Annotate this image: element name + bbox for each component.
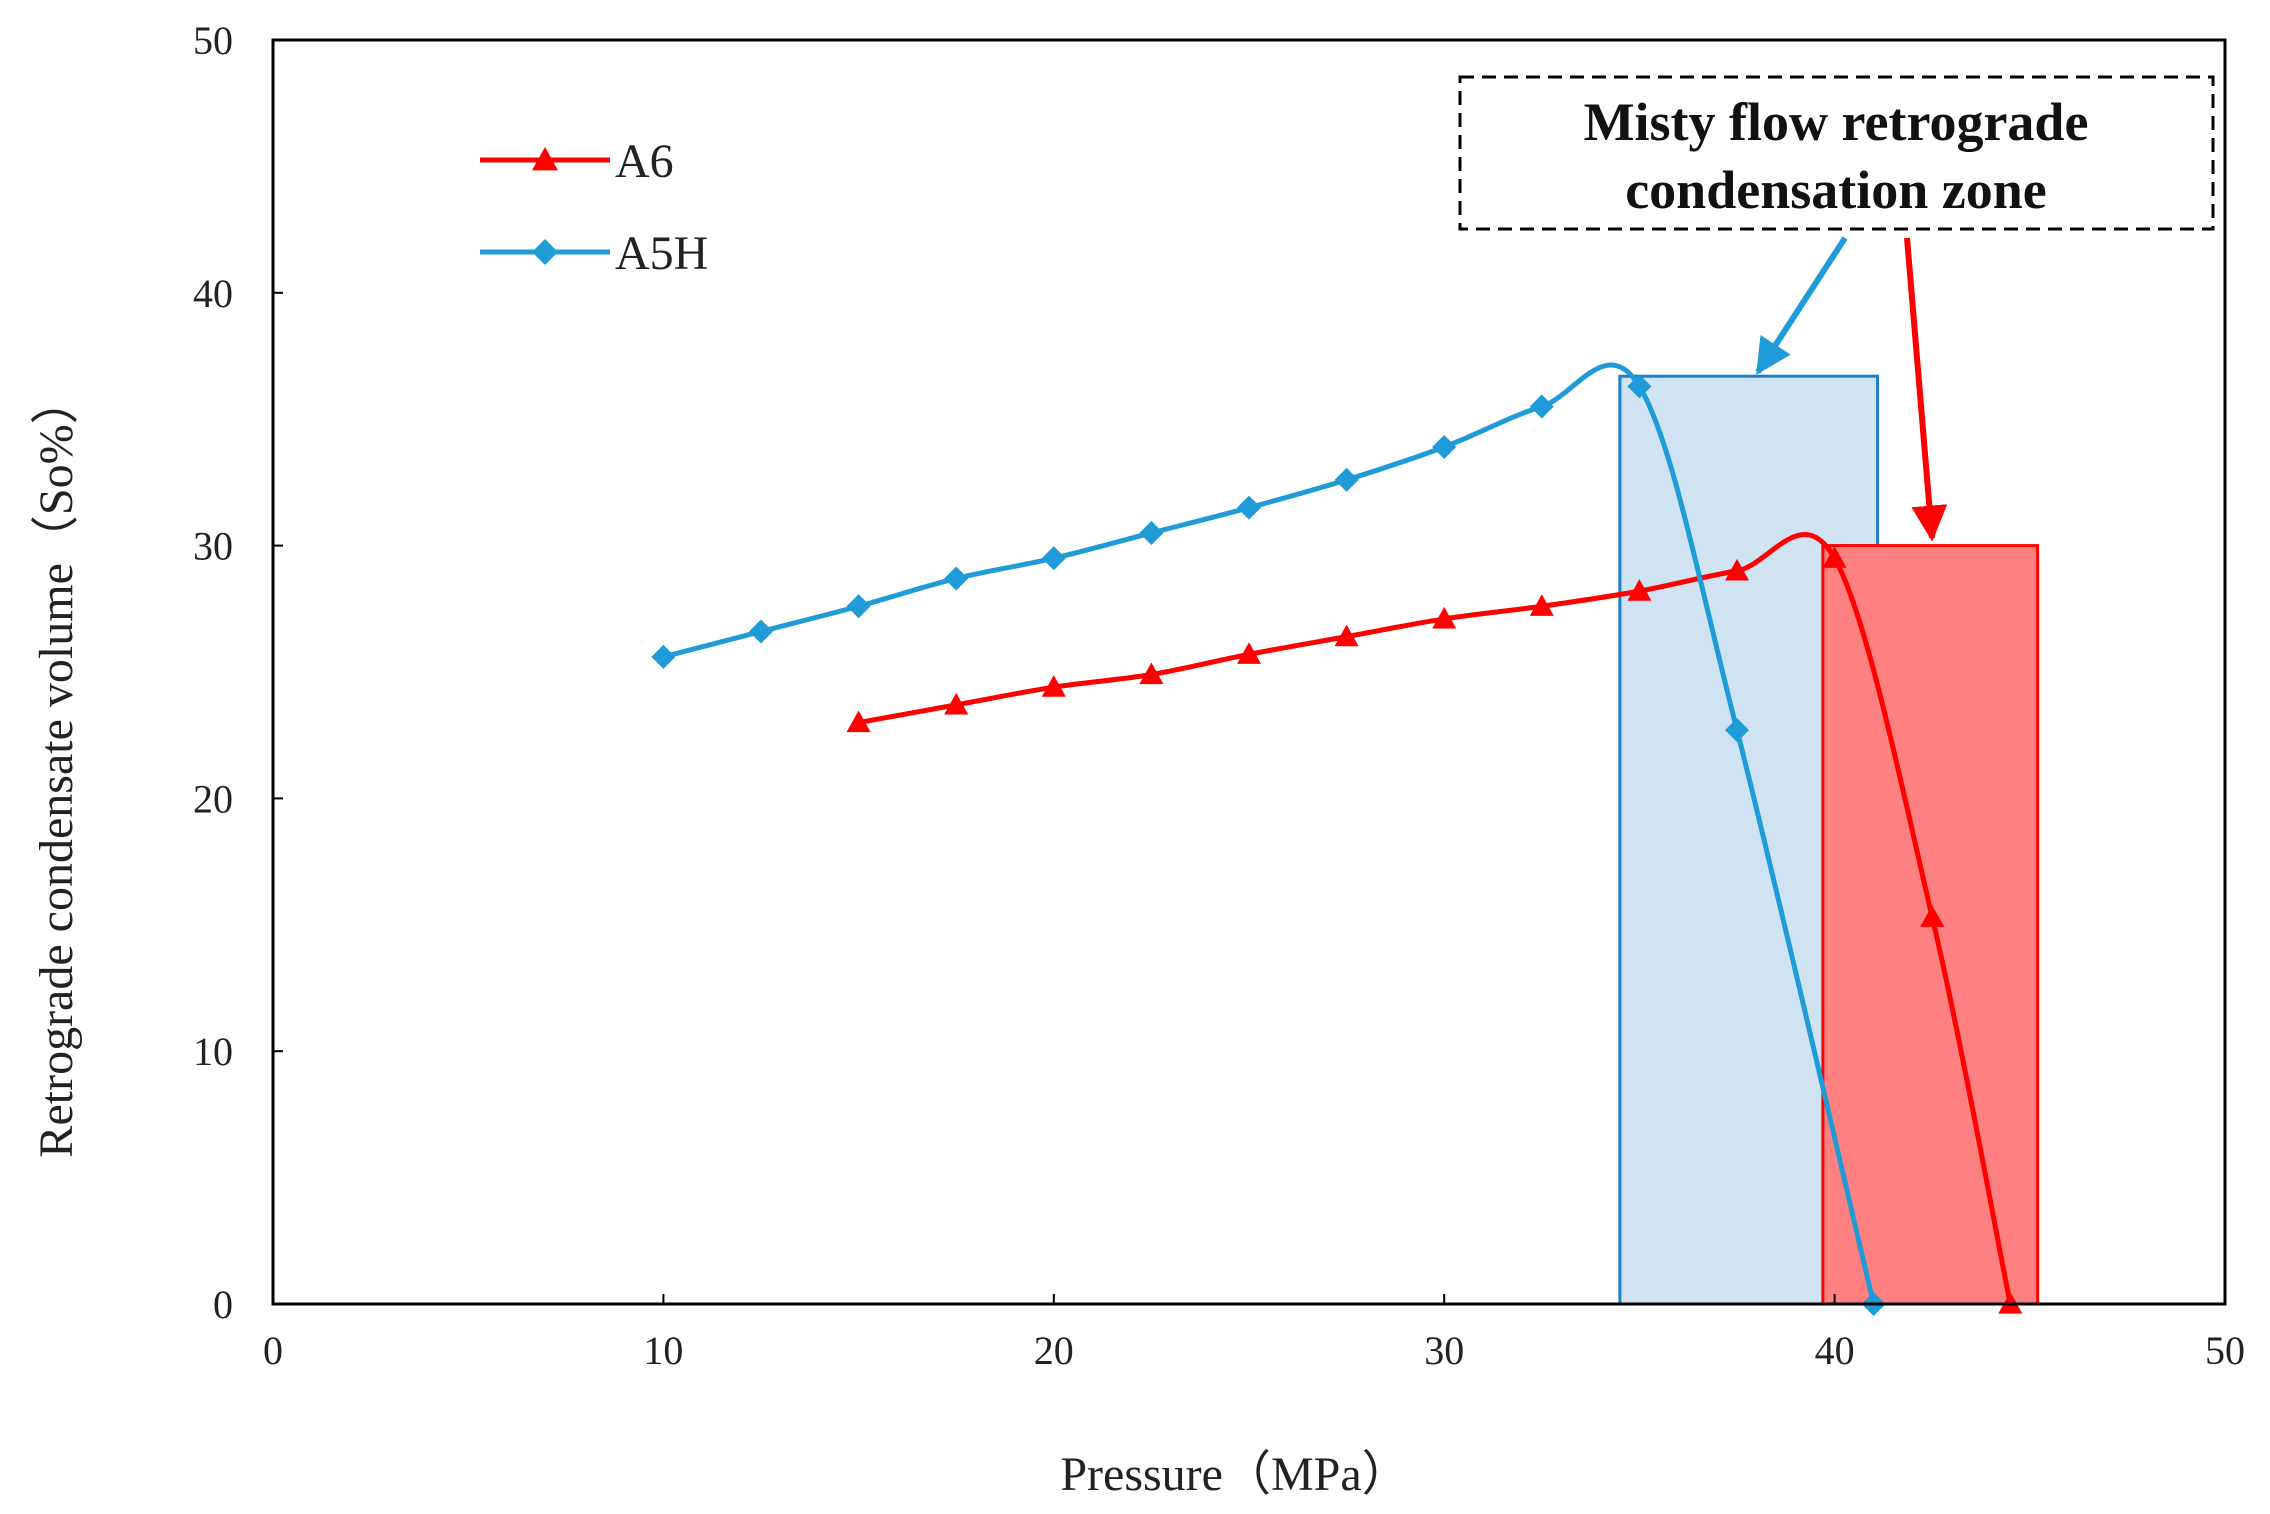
- point-A6: [1920, 905, 1945, 927]
- point-A5H: [1334, 467, 1359, 492]
- point-A5H: [1139, 520, 1164, 545]
- annotation-arrow-red: [1904, 237, 1948, 542]
- legend-label-A6: A6: [615, 135, 674, 188]
- x-axis-label: Pressure（MPa）: [1060, 1448, 1409, 1501]
- annotation: Misty flow retrograde condensation zone: [1458, 75, 2215, 542]
- y-tick-label: 0: [213, 1282, 233, 1327]
- point-A6: [1432, 606, 1457, 629]
- point-A6: [846, 710, 871, 733]
- point-A5H: [651, 644, 676, 669]
- x-tick-label: 30: [1424, 1328, 1464, 1373]
- x-axis-ticks: 0 10 20 30 40 50: [263, 1294, 2245, 1373]
- x-tick-label: 0: [263, 1328, 283, 1373]
- y-tick-label: 30: [193, 524, 233, 569]
- point-A5H: [1627, 374, 1652, 399]
- y-tick-label: 10: [193, 1029, 233, 1074]
- point-A6: [1627, 579, 1652, 601]
- point-A5H: [1041, 546, 1066, 571]
- legend-marker-A6: [532, 147, 558, 171]
- plot-frame: [271, 38, 2227, 1306]
- y-tick-label: 40: [193, 271, 233, 316]
- annotation-box: [1458, 75, 2215, 231]
- y-tick-label: 20: [193, 776, 233, 821]
- annotation-arrow-blue: [1755, 236, 1848, 376]
- x-tick-label: 10: [643, 1328, 683, 1373]
- legend-marker-A5H: [532, 239, 558, 265]
- point-A6: [1725, 558, 1749, 581]
- zone-regions: [1618, 374, 2040, 1306]
- point-A5H: [944, 566, 969, 591]
- x-tick-label: 50: [2205, 1328, 2245, 1373]
- series-layer: [651, 362, 2023, 1316]
- point-A5H: [1725, 718, 1749, 743]
- legend-label-A5H: A5H: [615, 227, 708, 280]
- point-A6: [944, 692, 969, 715]
- point-A5H: [1529, 394, 1554, 419]
- annotation-line-2: condensation zone: [1625, 160, 2047, 220]
- y-axis-label: Retrograde condensate volume（So%）: [30, 376, 83, 1157]
- annotation-line-1: Misty flow retrograde: [1584, 92, 2089, 152]
- x-tick-label: 40: [1815, 1328, 1855, 1373]
- point-A5H: [1237, 495, 1261, 520]
- series-A5H: [651, 362, 1886, 1316]
- legend: A6 A5H: [480, 135, 708, 280]
- point-A6: [1139, 662, 1164, 685]
- point-A5H: [749, 619, 773, 644]
- y-tick-label: 50: [193, 18, 233, 63]
- point-A6: [1529, 594, 1554, 616]
- point-A5H: [1432, 435, 1457, 460]
- point-A6: [1822, 546, 1847, 568]
- y-axis-ticks: 0 10 20 30 40 50: [193, 18, 283, 1327]
- point-A6: [1041, 675, 1066, 697]
- point-A6: [1334, 624, 1359, 647]
- point-A6: [1237, 642, 1261, 664]
- x-tick-label: 20: [1034, 1328, 1074, 1373]
- point-A5H: [846, 594, 871, 619]
